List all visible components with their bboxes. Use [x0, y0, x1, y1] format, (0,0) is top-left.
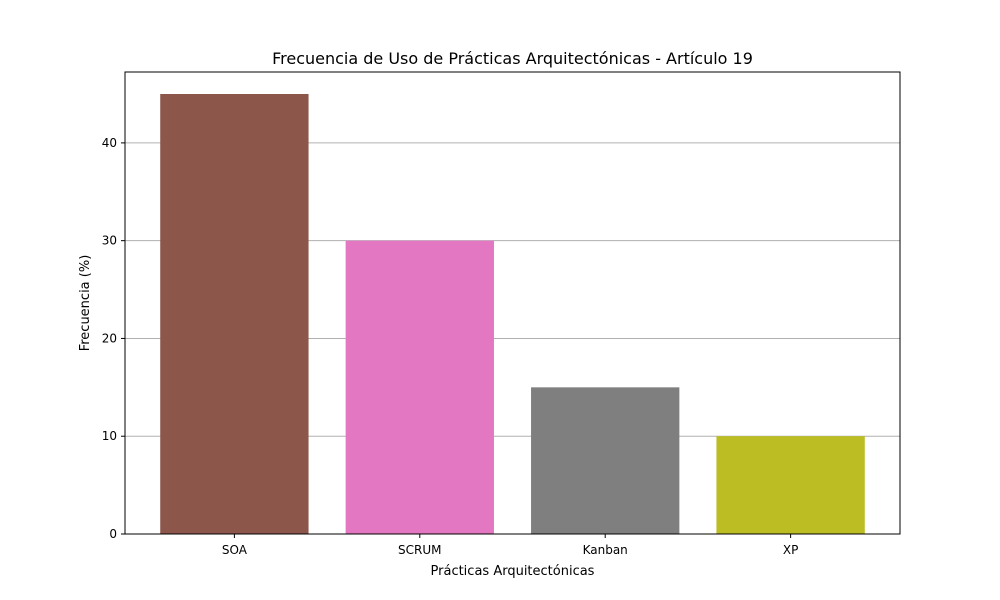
x-tick-label: SCRUM — [398, 543, 441, 557]
y-tick-label: 40 — [102, 136, 117, 150]
x-tick-label: XP — [783, 543, 798, 557]
x-axis-ticks: SOA SCRUM Kanban XP — [222, 534, 798, 557]
bar-scrum — [345, 240, 494, 534]
y-tick-label: 30 — [102, 234, 117, 248]
y-tick-label: 20 — [102, 331, 117, 345]
bar-xp — [716, 436, 865, 534]
x-tick-label: SOA — [222, 543, 248, 557]
bar-soa — [160, 94, 309, 534]
y-axis-ticks: 0 10 20 30 40 — [102, 136, 125, 541]
x-axis-label: Prácticas Arquitectónicas — [431, 564, 595, 579]
chart-title: Frecuencia de Uso de Prácticas Arquitect… — [272, 49, 753, 68]
plot-area-frame — [124, 71, 901, 535]
y-axis-label: Frecuencia (%) — [78, 255, 93, 352]
bar-kanban — [531, 387, 680, 534]
y-tick-label: 10 — [102, 429, 117, 443]
x-tick-label: Kanban — [583, 543, 628, 557]
bars — [160, 94, 865, 534]
y-tick-label: 0 — [109, 527, 117, 541]
